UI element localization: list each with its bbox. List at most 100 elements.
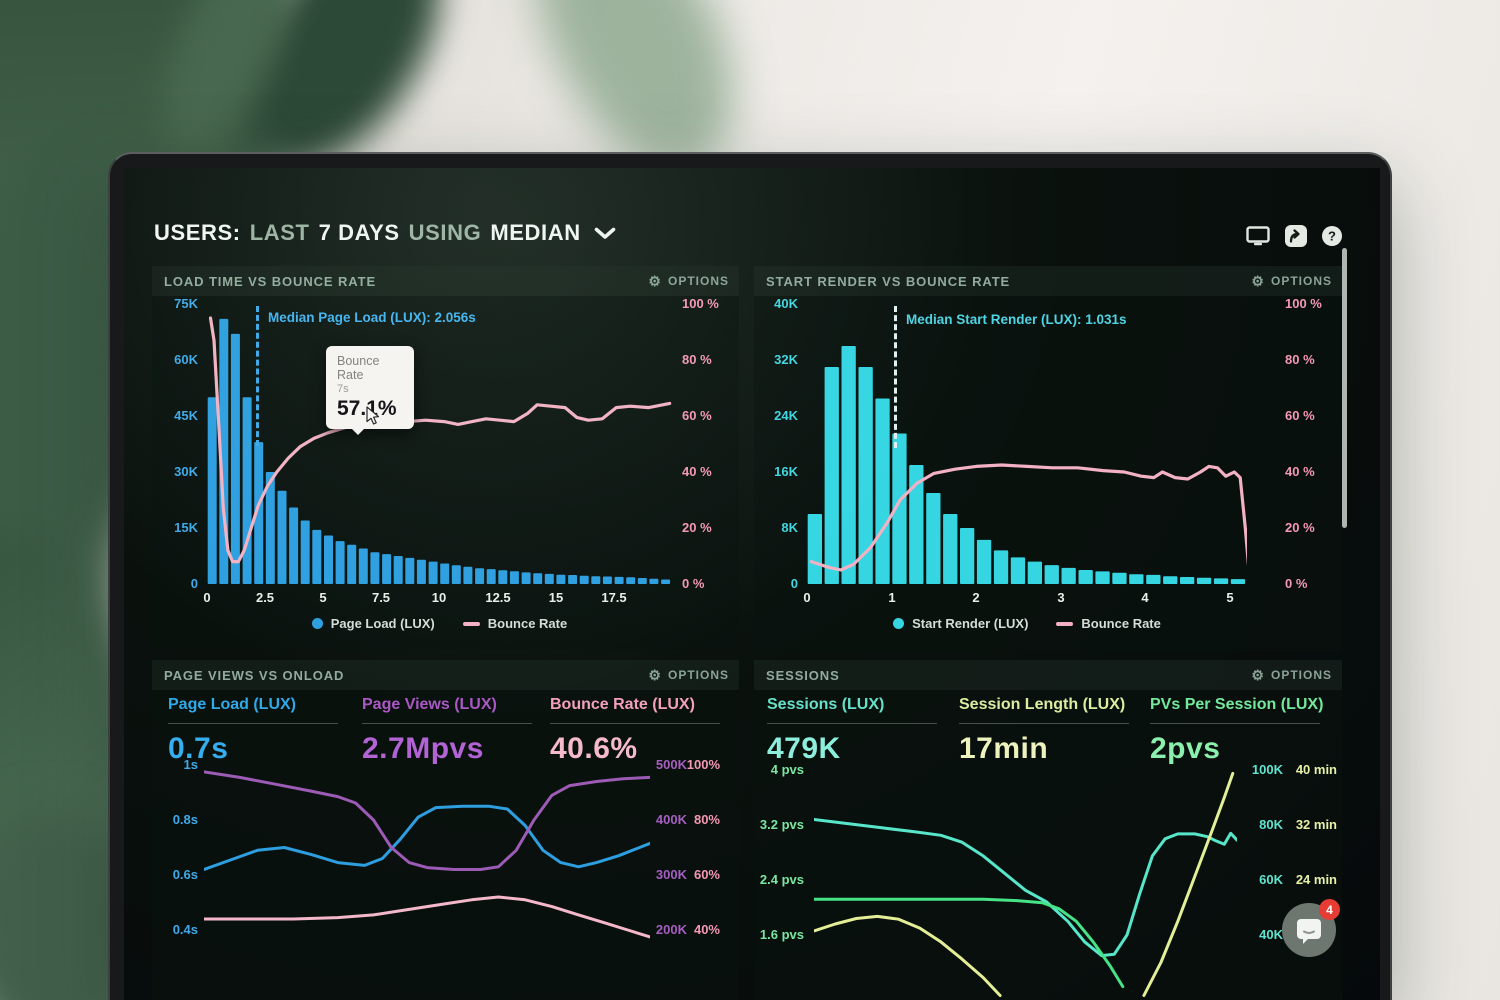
y-tick: 32 min [1295, 817, 1337, 832]
display-icon[interactable] [1246, 226, 1271, 246]
y-tick: 1.6 pvs [759, 927, 804, 942]
share-icon[interactable] [1284, 224, 1308, 248]
y-axis-right: 100 % 80 % 60 % 40 % 20 % 0 % [682, 266, 734, 650]
panel-sessions: SESSIONS ⚙ OPTIONS Sessions (LUX) 479K S… [754, 660, 1342, 1000]
metric-value: 17min [959, 732, 1049, 765]
y-tick: 100 % [1285, 296, 1322, 311]
y-tick: 200K [655, 922, 687, 937]
y-tick: 15K [174, 520, 198, 535]
help-icon[interactable]: ? [1321, 225, 1343, 247]
metric-label: Page Load (LUX) [168, 696, 297, 713]
y-axis-left: 1s 0.8s 0.6s 0.4s [152, 660, 198, 1000]
panel-title: PAGE VIEWS VS ONLOAD [164, 667, 345, 683]
x-tick: 5 [319, 590, 327, 605]
median-line [894, 306, 897, 448]
page-title: USERS: LAST 7 DAYS USING MEDIAN [154, 220, 616, 246]
gear-icon: ⚙ [1251, 667, 1265, 683]
title-part: USERS: [154, 220, 241, 245]
gear-icon: ⚙ [648, 273, 662, 289]
x-tick: 4 [1141, 590, 1149, 605]
y-tick: 500K [655, 757, 687, 772]
legend-item: Bounce Rate [1056, 616, 1161, 631]
metric-pvs-per-session: PVs Per Session (LUX) 2pvs [1150, 696, 1330, 766]
x-tick: 1 [888, 590, 896, 605]
metric-value: 0.7s [168, 732, 229, 765]
y-tick: 40 % [1285, 464, 1315, 479]
y-tick: 20 % [682, 520, 712, 535]
sessions-chart [814, 771, 1237, 997]
scrollbar[interactable] [1342, 248, 1347, 528]
median-annotation: Median Start Render (LUX): 1.031s [906, 312, 1127, 327]
start-render-chart [807, 346, 1247, 584]
y-tick: 40 % [682, 464, 712, 479]
y-tick: 40% [693, 922, 720, 937]
y-tick: 60 % [1285, 408, 1315, 423]
x-tick: 5 [1226, 590, 1234, 605]
y-tick: 40 min [1295, 762, 1337, 777]
line-marker [462, 621, 480, 626]
dot-marker [893, 618, 905, 629]
divider [959, 723, 1129, 724]
x-tick: 2.5 [255, 590, 275, 605]
y-tick: 32K [774, 352, 798, 367]
metric-value: 2.7Mpvs [362, 732, 484, 765]
dot-marker [311, 618, 323, 629]
metric-value: 40.6% [550, 732, 638, 765]
y-tick: 1s [183, 757, 198, 772]
y-tick: 75K [174, 296, 198, 311]
x-tick: 0 [203, 590, 211, 605]
y-axis-right-pct: 100% 80% 60% 40% [672, 660, 720, 1000]
y-tick: 3.2 pvs [759, 817, 804, 832]
legend-item: Start Render (LUX) [893, 616, 1028, 631]
laptop-frame: USERS: LAST 7 DAYS USING MEDIAN ? LOAD T… [108, 152, 1392, 1000]
metric-sessions: Sessions (LUX) 479K [767, 696, 947, 766]
y-axis-left: 40K 32K 24K 16K 8K 0 [754, 266, 798, 652]
metric-label: Page Views (LUX) [362, 696, 497, 713]
y-tick: 24 min [1295, 872, 1337, 887]
options-button[interactable]: ⚙ OPTIONS [648, 273, 729, 289]
y-tick: 20 % [1285, 520, 1315, 535]
options-button[interactable]: ⚙ OPTIONS [1251, 667, 1332, 683]
chevron-down-icon[interactable] [594, 227, 616, 240]
x-tick: 3 [1057, 590, 1065, 605]
title-part: MEDIAN [490, 220, 581, 245]
x-tick: 0 [803, 590, 811, 605]
y-tick: 0 % [682, 576, 705, 591]
panel-start-render: START RENDER VS BOUNCE RATE ⚙ OPTIONS 40… [754, 266, 1342, 652]
y-axis-left: 4 pvs 3.2 pvs 2.4 pvs 1.6 pvs [754, 660, 804, 1000]
y-tick: 0 % [1285, 576, 1308, 591]
page-views-chart [204, 770, 650, 939]
metric-label: Bounce Rate (LUX) [550, 696, 695, 713]
legend-item: Bounce Rate [462, 616, 567, 631]
y-axis-right: 100 % 80 % 60 % 40 % 20 % 0 % [1285, 266, 1337, 652]
legend: Page Load (LUX) Bounce Rate [207, 616, 672, 631]
chat-widget-button[interactable]: 4 [1282, 899, 1340, 957]
metric-label: Session Length (LUX) [959, 696, 1126, 713]
y-axis-right-k: 100K 80K 60K 40K [1243, 660, 1283, 1000]
load-time-chart [207, 316, 672, 584]
notification-badge: 4 [1319, 899, 1340, 920]
y-tick: 2.4 pvs [759, 872, 804, 887]
panel-title: SESSIONS [766, 667, 840, 683]
dashboard-screen: USERS: LAST 7 DAYS USING MEDIAN ? LOAD T… [124, 168, 1380, 1000]
gear-icon: ⚙ [1251, 273, 1265, 289]
divider [550, 723, 720, 724]
y-tick: 0.4s [172, 922, 198, 937]
median-annotation: Median Page Load (LUX): 2.056s [268, 310, 476, 325]
metric-label: PVs Per Session (LUX) [1150, 696, 1324, 713]
y-tick: 0.6s [172, 867, 198, 882]
y-tick: 40K [774, 296, 798, 311]
options-button[interactable]: ⚙ OPTIONS [1251, 273, 1332, 289]
title-part: 7 DAYS [318, 220, 400, 245]
y-tick: 80 % [682, 352, 712, 367]
panel-page-views: PAGE VIEWS VS ONLOAD ⚙ OPTIONS Page Load… [152, 660, 739, 1000]
options-button[interactable]: ⚙ OPTIONS [648, 667, 729, 683]
x-tick: 15 [548, 590, 564, 605]
tooltip-series: Bounce Rate [337, 354, 380, 382]
y-tick: 24K [774, 408, 798, 423]
divider [1150, 723, 1320, 724]
y-tick: 0 [190, 576, 198, 591]
line-marker [1056, 621, 1074, 626]
gear-icon: ⚙ [648, 667, 662, 683]
legend: Start Render (LUX) Bounce Rate [807, 616, 1247, 631]
